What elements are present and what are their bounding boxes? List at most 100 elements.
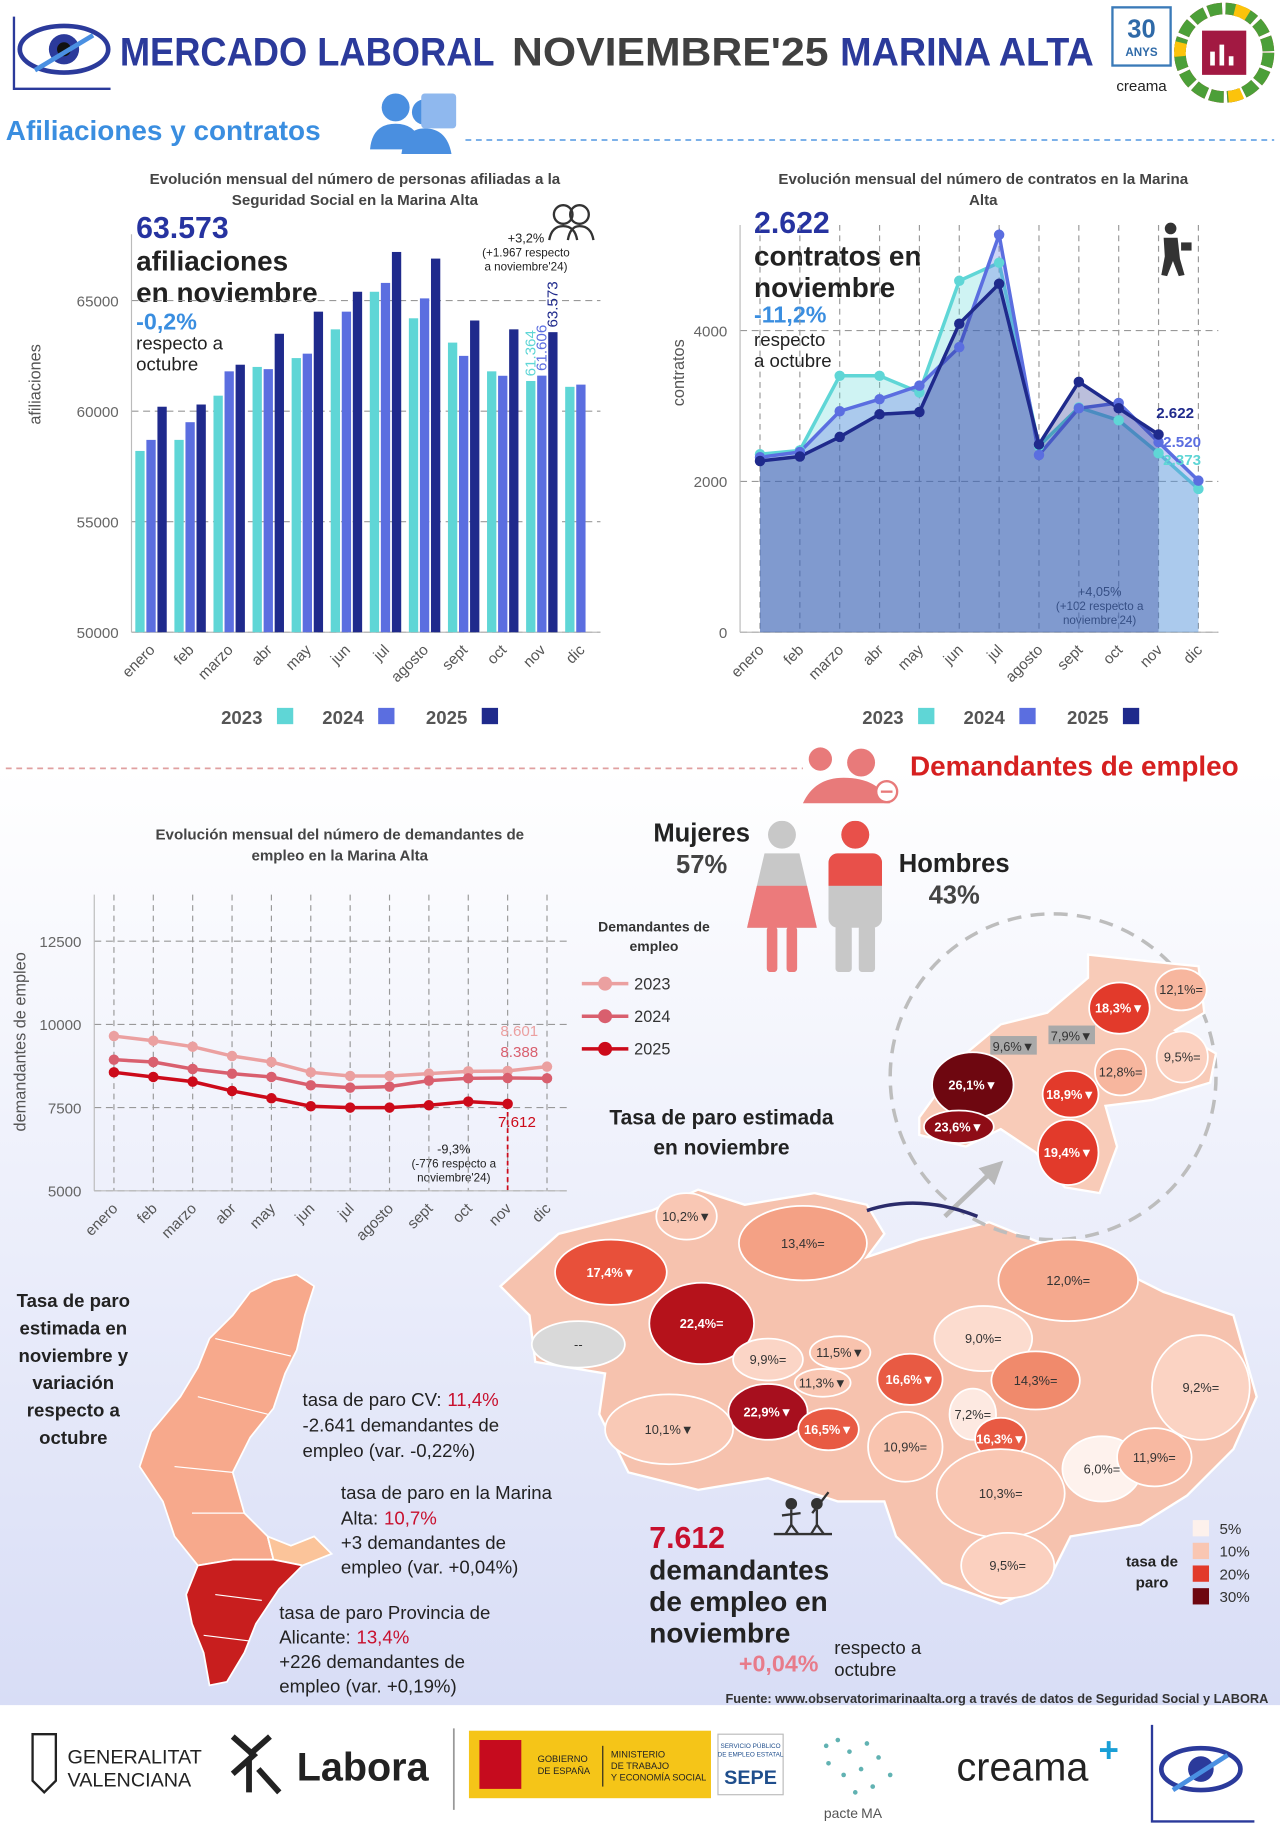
kpi-change: +0,04%	[739, 1650, 819, 1676]
map-label: 18,9%▼	[1046, 1087, 1095, 1102]
sdg-wheel	[1174, 2, 1275, 103]
map-region	[876, 1352, 944, 1406]
point	[874, 393, 885, 405]
bar	[576, 384, 586, 633]
x-tick-label: dic	[1180, 641, 1206, 667]
point	[954, 318, 965, 330]
kpi-text: de empleo en	[649, 1586, 827, 1617]
chart-0: 50000 55000 60000 65000 afiliaciones enero feb…	[27, 234, 601, 728]
map-region	[655, 1192, 718, 1241]
point	[1073, 376, 1085, 388]
x-tick-label: may	[895, 641, 928, 674]
annotation: (+1.967 respecto	[482, 246, 570, 259]
headline-text: contratos en	[754, 241, 921, 272]
map-label: 10,2%▼	[662, 1209, 711, 1224]
legend-label: 2023	[634, 975, 670, 993]
legend-marker	[598, 976, 613, 991]
map-region	[648, 1281, 755, 1366]
bar	[302, 353, 312, 633]
map-label: 18,3%▼	[1095, 1001, 1144, 1016]
x-tick-label: feb	[780, 642, 807, 669]
x-tick-label: enero	[119, 642, 158, 681]
cv-rate: 11,4%	[447, 1389, 498, 1410]
headline-text: noviembre	[754, 272, 895, 303]
point	[344, 1070, 356, 1082]
x-tick-label: jun	[327, 642, 354, 669]
map-label: 26,1%▼	[948, 1078, 997, 1093]
map-legend-label: 30%	[1219, 1589, 1249, 1606]
point	[266, 1056, 277, 1068]
annotation: a noviembre'24)	[484, 260, 567, 273]
map-label: 16,3%▼	[976, 1431, 1025, 1446]
bar	[470, 320, 480, 633]
x-tick-label: feb	[171, 642, 198, 669]
point	[754, 455, 766, 467]
map-label: 9,9%=	[750, 1352, 787, 1367]
point	[1033, 439, 1045, 450]
legend-title: Demandantes de	[598, 918, 710, 934]
cv-line: Alicante: 13,4%	[279, 1626, 409, 1647]
point	[187, 1041, 198, 1052]
x-tick-label: abr	[248, 642, 275, 669]
logo-text: SEPE	[724, 1767, 777, 1789]
map-label: 11,9%=	[1133, 1450, 1176, 1465]
cv-text: empleo (var. -0,22%)	[303, 1440, 476, 1461]
map-label: 9,5%=	[1164, 1050, 1201, 1065]
bar	[419, 298, 430, 633]
headline-text: a octubre	[754, 350, 832, 371]
map-legend-swatch	[1192, 1565, 1210, 1582]
bar	[548, 332, 558, 633]
badge-brand: creama	[1116, 78, 1167, 95]
kpi-value: 7.612	[649, 1522, 725, 1555]
point	[384, 1081, 395, 1092]
legend-label: 2025	[634, 1041, 670, 1059]
point	[954, 275, 965, 287]
logo-text: VALENCIANA	[67, 1770, 192, 1792]
value-label: 2.373	[1163, 452, 1201, 469]
bar	[391, 251, 402, 633]
legend-swatch	[1019, 707, 1036, 725]
point	[1153, 448, 1164, 459]
y-tick-label: 7500	[48, 1100, 82, 1117]
line	[759, 227, 1200, 482]
cv-text: tasa de paro en la Marina	[341, 1482, 553, 1503]
map-title: Tasa de paro estimada	[609, 1106, 834, 1129]
x-tick-label: dic	[563, 641, 589, 667]
map-region	[1094, 1047, 1148, 1097]
cv-line: empleo (var. +0,04%)	[341, 1557, 518, 1578]
bar	[369, 291, 380, 633]
map-label: 10,3%=	[979, 1486, 1023, 1501]
bar	[224, 371, 234, 633]
map-label: 22,4%=	[680, 1316, 724, 1331]
kpi-text: respecto a	[834, 1637, 922, 1658]
legend-label: 2025	[426, 707, 467, 728]
map-region	[793, 1367, 852, 1398]
point	[1193, 483, 1204, 495]
annotation: +4,05%	[1078, 584, 1122, 599]
unemployment-map	[498, 912, 1258, 1606]
point	[305, 1101, 317, 1112]
point	[1153, 436, 1164, 448]
chart-title: Evolución mensual del número de demandan…	[155, 826, 524, 843]
point	[541, 1073, 553, 1084]
bar	[330, 329, 341, 633]
y-tick-label: 2000	[694, 474, 728, 491]
map-region	[727, 1383, 809, 1441]
annotation: noviembre'24)	[417, 1171, 490, 1184]
value-label: 61.606	[533, 325, 550, 371]
cv-title: variación	[32, 1372, 114, 1393]
point	[226, 1050, 238, 1062]
map-label: 7,9%▼	[1051, 1029, 1093, 1044]
legend-label: 2024	[634, 1008, 670, 1026]
point	[1113, 415, 1124, 426]
section-title: Afiliaciones y contratos	[6, 115, 321, 146]
point	[874, 409, 885, 420]
cv-title: respecto a	[27, 1400, 121, 1421]
map-legend-title: paro	[1136, 1575, 1169, 1592]
badge-text: ANYS	[1125, 46, 1158, 59]
annotation: -9,3%	[437, 1142, 470, 1157]
eye-logo	[12, 16, 111, 90]
cv-rate: 10,7%	[384, 1508, 437, 1529]
y-tick-label: 5000	[48, 1184, 82, 1201]
x-tick-label: abr	[860, 642, 887, 669]
